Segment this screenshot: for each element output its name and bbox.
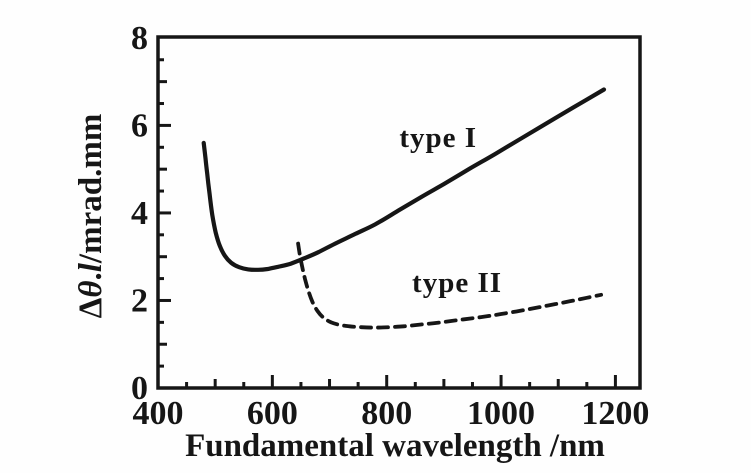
x-tick-label-800: 800 [361, 395, 412, 432]
x-axis-title: Fundamental wavelength /nm [185, 428, 605, 464]
y-axis-title: Δθ.l/mrad.mm [73, 114, 109, 319]
y-tick-label-4: 4 [131, 195, 148, 232]
x-tick-label-600: 600 [247, 395, 298, 432]
series-label-type-2: type II [412, 267, 502, 299]
y-axis-ticks [158, 58, 171, 368]
x-tick-label-1000: 1000 [467, 395, 535, 432]
y-tick-label-6: 6 [131, 107, 148, 144]
type-2-curve [296, 241, 603, 330]
y-tick-labels: 0 2 4 6 8 [131, 20, 148, 407]
series-label-type-1: type I [399, 122, 477, 154]
y-tick-label-0: 0 [131, 370, 148, 407]
y-tick-label-8: 8 [131, 20, 148, 57]
x-tick-label-400: 400 [133, 395, 184, 432]
x-tick-label-1200: 1200 [581, 395, 649, 432]
type-1-curve [201, 87, 607, 272]
y-tick-label-2: 2 [131, 282, 148, 319]
x-tick-labels: 400 600 800 1000 1200 [133, 395, 650, 432]
x-axis-ticks [185, 375, 617, 388]
